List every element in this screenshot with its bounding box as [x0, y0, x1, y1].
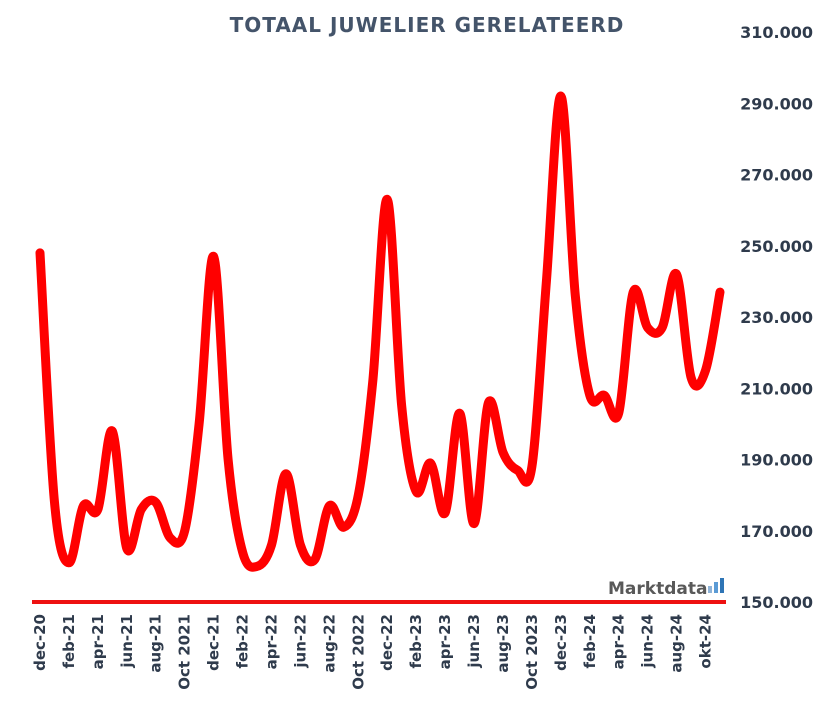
y-tick-label: 250.000: [740, 237, 813, 256]
y-tick-label: 290.000: [740, 94, 813, 113]
data-point: [310, 555, 319, 564]
brand-name: Marktdata: [608, 579, 707, 599]
data-point: [716, 288, 724, 297]
x-tick-label: apr-22: [262, 614, 280, 669]
data-point: [672, 270, 681, 279]
x-tick-label: okt-24: [697, 614, 715, 669]
x-tick-label: Oct 2021: [176, 614, 194, 690]
data-point: [195, 419, 204, 428]
data-point: [166, 533, 175, 542]
x-tick-label: dec-23: [552, 614, 570, 671]
data-point: [253, 562, 261, 571]
x-tick-label: aug-23: [494, 614, 512, 673]
data-point: [470, 519, 478, 528]
data-point: [93, 505, 102, 514]
brand-logo: Marktdata: [608, 578, 724, 599]
data-point: [600, 391, 609, 400]
data-point: [441, 508, 450, 517]
data-point: [209, 252, 218, 261]
chart-title: TOTAAL JUWELIER GERELATEERD: [230, 13, 625, 37]
data-point: [643, 323, 652, 332]
x-tick-label: apr-24: [610, 614, 628, 669]
y-tick-label: 210.000: [740, 379, 813, 398]
x-tick-label: jun-23: [465, 614, 483, 669]
x-tick-label: aug-22: [320, 614, 338, 673]
data-point: [79, 501, 88, 510]
x-tick-label: Oct 2022: [349, 614, 367, 690]
series-layer: [35, 91, 725, 572]
x-tick-label: jun-24: [639, 614, 657, 669]
data-point: [499, 448, 507, 457]
x-tick-label: feb-22: [234, 614, 252, 669]
y-tick-label: 170.000: [740, 522, 813, 541]
data-point: [354, 491, 363, 500]
data-point: [629, 288, 638, 297]
data-point: [325, 501, 334, 510]
x-tick-label: jun-22: [291, 614, 309, 669]
x-tick-label: apr-21: [89, 614, 107, 669]
data-point: [658, 323, 667, 332]
data-point: [64, 558, 73, 567]
x-tick-label: apr-23: [436, 614, 454, 669]
brand-bar-icon-3: [720, 578, 724, 593]
data-point: [513, 466, 522, 475]
x-tick-label: aug-24: [668, 614, 686, 673]
x-tick-label: dec-22: [378, 614, 396, 671]
brand-bar-icon-2: [714, 582, 718, 593]
data-point: [339, 523, 348, 532]
data-point: [36, 248, 44, 257]
y-tick-label: 310.000: [740, 23, 813, 42]
data-point: [238, 548, 247, 557]
data-point: [571, 291, 580, 300]
data-point: [108, 427, 117, 435]
data-point: [368, 377, 377, 386]
y-tick-label: 230.000: [740, 308, 813, 327]
data-point: [585, 391, 594, 400]
brand-bar-icon-1: [708, 586, 712, 593]
x-tick-label: feb-23: [407, 614, 425, 669]
data-point: [50, 498, 59, 507]
y-tick-label: 270.000: [740, 166, 813, 185]
y-tick-label: 190.000: [740, 451, 813, 470]
x-tick-label: jun-21: [118, 614, 136, 669]
data-point: [151, 498, 160, 507]
data-point: [180, 526, 189, 535]
data-point: [296, 541, 305, 549]
x-tick-label: dec-21: [205, 614, 223, 671]
data-point: [556, 92, 565, 101]
y-axis: 150.000 170.000 190.000 210.000 230.000 250.0…: [740, 23, 813, 612]
data-point: [455, 409, 464, 418]
data-point: [426, 459, 435, 468]
data-point: [484, 398, 493, 407]
data-point: [614, 409, 623, 418]
data-point: [701, 366, 710, 375]
data-point: [122, 544, 131, 553]
x-tick-label: dec-20: [31, 614, 49, 671]
data-point: [527, 462, 536, 471]
x-axis: dec-20 feb-21 apr-21 jun-21 aug-21 Oct 2021 de…: [31, 614, 715, 690]
x-tick-label: aug-21: [147, 614, 165, 673]
data-point: [282, 469, 290, 478]
data-point: [412, 487, 421, 496]
data-point: [397, 402, 406, 411]
data-point: [224, 455, 233, 464]
data-point: [267, 541, 276, 549]
series-line: [35, 91, 725, 572]
data-point: [687, 373, 696, 382]
data-point: [137, 505, 146, 514]
y-tick-label: 150.000: [740, 593, 813, 612]
x-tick-label: feb-24: [581, 614, 599, 669]
data-point: [542, 277, 551, 286]
x-tick-label: feb-21: [60, 614, 78, 669]
x-tick-label: Oct 2023: [523, 614, 541, 690]
data-point: [383, 195, 392, 204]
